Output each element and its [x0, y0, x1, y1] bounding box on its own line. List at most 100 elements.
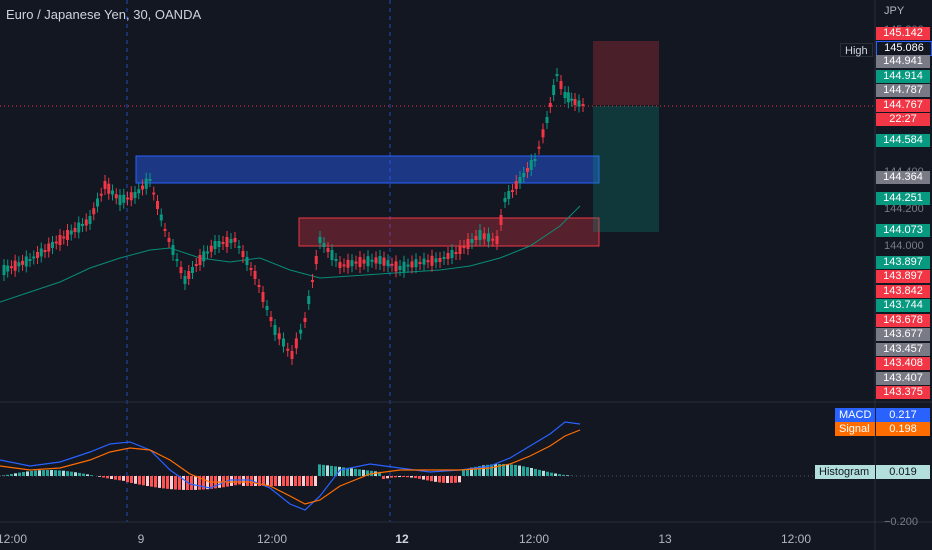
candle-body — [179, 267, 183, 273]
histogram-bar — [422, 476, 425, 480]
histogram-bar — [462, 469, 465, 476]
candle-body — [338, 262, 342, 268]
candle-body — [6, 265, 10, 272]
histogram-bar — [330, 465, 333, 476]
candle-body — [442, 257, 446, 259]
histogram-bar — [466, 468, 469, 476]
histogram-bar — [378, 471, 381, 476]
histogram-bar — [410, 476, 413, 478]
candle-body — [311, 280, 314, 282]
candle-body — [511, 190, 514, 192]
histogram-bar — [438, 476, 441, 483]
candle-body — [559, 81, 563, 89]
stop-loss-zone — [593, 41, 659, 105]
candle-body — [394, 261, 398, 272]
histogram-bar — [110, 476, 113, 480]
histogram-bar — [454, 476, 457, 483]
histogram-bar — [518, 465, 521, 476]
candle-body — [382, 257, 386, 266]
candle-body — [206, 251, 209, 254]
candle-body — [450, 250, 454, 258]
candle-body — [434, 258, 438, 263]
candle-body — [144, 178, 148, 189]
histogram-bar — [478, 466, 481, 476]
candle-body — [334, 259, 338, 261]
histogram-bar — [186, 476, 189, 490]
price-tag: 144.914 — [876, 70, 930, 83]
candle-body — [32, 256, 36, 259]
histogram-bar — [366, 470, 369, 476]
candle-body — [28, 259, 32, 261]
candle-body — [261, 292, 265, 302]
candle-body — [229, 239, 233, 243]
histogram-bar — [194, 476, 197, 490]
candle-body — [454, 252, 458, 254]
candle-body — [410, 261, 414, 268]
candle-body — [566, 92, 570, 103]
candle-body — [533, 159, 537, 161]
candle-body — [499, 215, 503, 225]
histogram-bar — [566, 475, 569, 476]
candle-body — [111, 190, 114, 195]
histogram-bar — [170, 476, 173, 490]
time-label: 12:00 — [256, 532, 288, 546]
candle-body — [563, 92, 567, 98]
price-tag: 144.073 — [876, 224, 930, 237]
candle-body — [191, 267, 194, 273]
histogram-bar — [318, 464, 321, 476]
candle-body — [265, 306, 269, 310]
candle-body — [96, 198, 99, 207]
candle-body — [273, 325, 277, 335]
candle-body — [548, 103, 552, 107]
candle-body — [141, 185, 144, 190]
blue-zone — [135, 155, 600, 184]
time-label: 9 — [137, 532, 145, 546]
histogram-bar — [122, 476, 125, 481]
histogram-bar — [354, 468, 357, 476]
histogram-bar — [426, 476, 429, 481]
price-tag: 143.897 — [876, 270, 930, 283]
price-tag: 143.677 — [876, 328, 930, 341]
candle-body — [194, 264, 198, 266]
histogram-bar — [418, 476, 421, 479]
candle-body — [36, 252, 39, 258]
candle-body — [99, 193, 103, 196]
candle-body — [294, 338, 298, 349]
candle-body — [446, 253, 450, 259]
histogram-bar — [386, 476, 389, 479]
histogram-bar — [498, 464, 501, 476]
histogram-bar — [22, 471, 25, 476]
candle-body — [43, 250, 47, 252]
histogram-bar — [98, 476, 101, 477]
candle-body — [9, 266, 13, 269]
candle-body — [362, 259, 366, 264]
histogram-bar — [390, 476, 393, 478]
candle-body — [51, 242, 54, 248]
take-profit-zone — [593, 106, 659, 232]
candle-body — [225, 237, 229, 247]
histogram-bar — [402, 476, 405, 478]
candle-body — [529, 160, 533, 170]
candle-body — [217, 241, 221, 247]
histogram-label: Histogram — [815, 465, 875, 479]
candle-body — [21, 260, 25, 265]
candle-body — [514, 181, 518, 189]
histogram-bar — [514, 465, 517, 476]
histogram-bar — [326, 465, 329, 476]
candle-body — [241, 251, 245, 257]
histogram-bar — [70, 471, 73, 476]
histogram-bar — [114, 476, 117, 480]
candle-body — [426, 260, 430, 263]
candle-body — [107, 183, 111, 194]
candle-body — [366, 256, 370, 267]
histogram-bar — [182, 476, 185, 490]
histogram-bar — [530, 467, 533, 476]
histogram-bar — [546, 471, 549, 476]
histogram-bar — [82, 473, 85, 476]
candle-body — [163, 229, 167, 231]
candle-body — [414, 259, 418, 268]
candle-body — [133, 192, 137, 198]
histogram-bar — [38, 470, 41, 476]
candle-body — [245, 257, 249, 265]
